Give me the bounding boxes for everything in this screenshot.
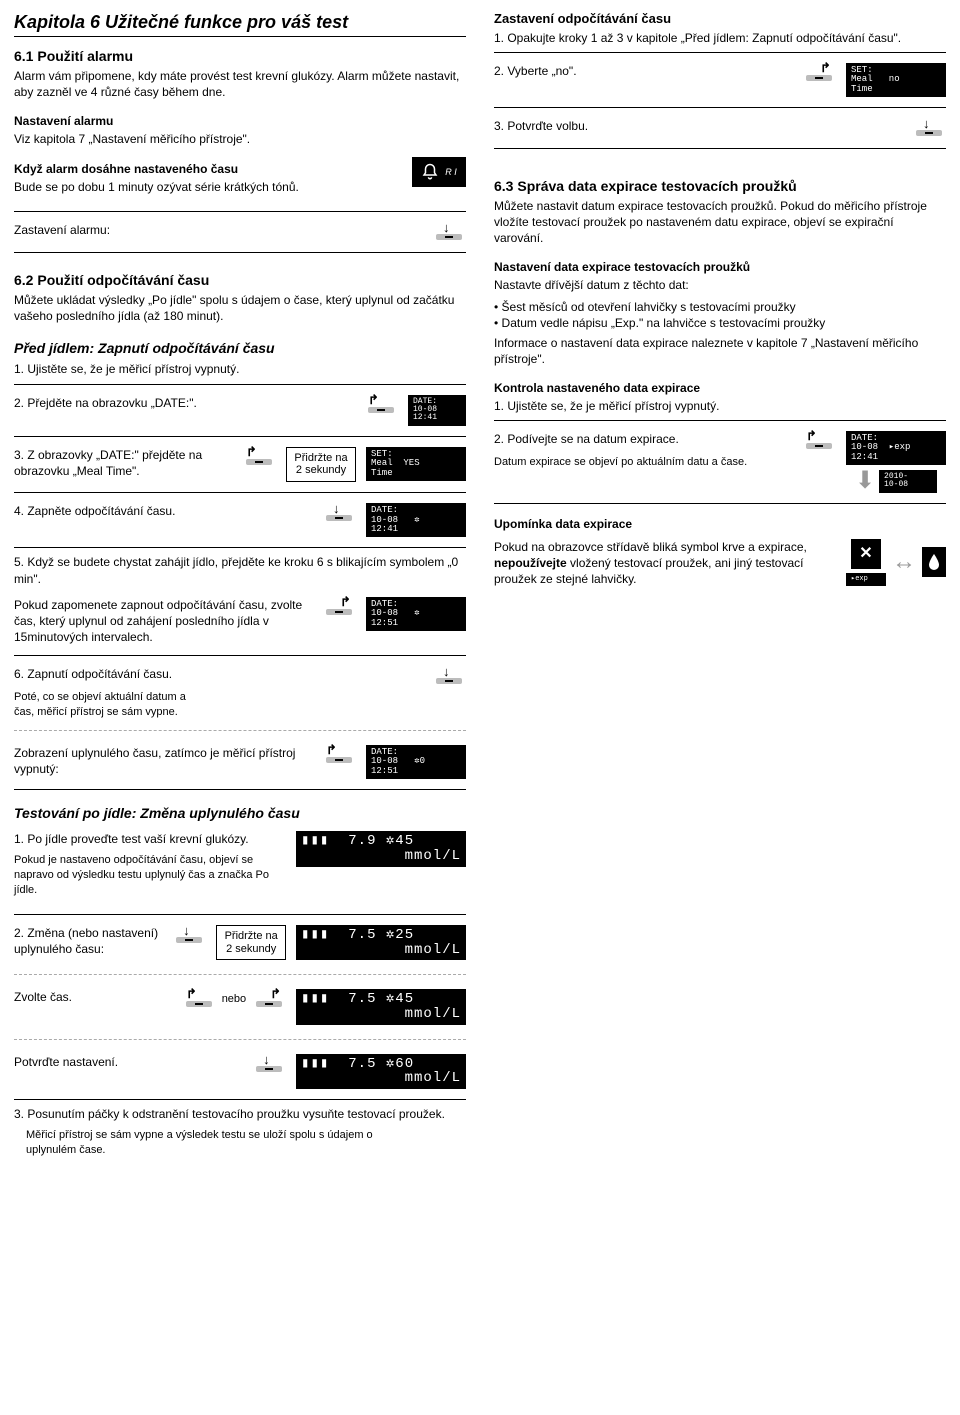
confirm-label: Potvrďte nastavení. <box>14 1054 242 1070</box>
s62-step5-note: Pokud zapomenete zapnout odpočítávání ča… <box>14 597 312 646</box>
lcd-result-75c: ▮▮▮ 7.5 ✲60 mmol/L <box>296 1054 466 1089</box>
slide-left-icon: ↰ <box>802 431 836 451</box>
stop-alarm-label: Zastavení alarmu: <box>14 222 422 238</box>
before-meal-h: Před jídlem: Zapnutí odpočítávání času <box>14 339 466 358</box>
s63-check-h: Kontrola nastaveného data expirace <box>494 380 946 396</box>
slide-left-icon: ↰ <box>242 447 276 467</box>
lcd-exp2: 2010- 10-08 <box>879 470 937 493</box>
s61-when-h: Když alarm dosáhne nastaveného času <box>14 161 402 177</box>
s63-set-b1: • Šest měsíců od otevření lahvičky s tes… <box>494 299 946 315</box>
s62-step2: 2. Přejděte na obrazovku „DATE:". <box>14 395 354 411</box>
arrow-down-icon: ⬇ <box>855 469 875 493</box>
s63-title: 6.3 Správa data expirace testovacích pro… <box>494 177 946 196</box>
lcd-result-75a: ▮▮▮ 7.5 ✲25 mmol/L <box>296 925 466 960</box>
lcd-date-anim: DATE: 10-08 ✲ 12:41 <box>366 503 466 537</box>
s61-intro: Alarm vám připomene, kdy máte provést te… <box>14 68 466 100</box>
lcd-date-51: DATE: 10-08 ✲ 12:51 <box>366 597 466 631</box>
stop-step1: 1. Opakujte kroky 1 až 3 v kapitole „Pře… <box>494 30 946 46</box>
after-step1-note: Pokud je nastaveno odpočítávání času, ob… <box>14 853 286 898</box>
chapter-title: Kapitola 6 Užitečné funkce pro váš test <box>14 10 466 37</box>
s63-set-p2: Informace o nastavení data expirace nale… <box>494 335 946 367</box>
slide-right-icon: ↱ <box>252 989 286 1009</box>
s63-set-b2: • Datum vedle nápisu „Exp." na lahvičce … <box>494 315 946 331</box>
lcd-meal-no: SET: Meal no Time <box>846 63 946 97</box>
blood-drop-icon <box>922 547 946 577</box>
left-column: Kapitola 6 Užitečné funkce pro váš test … <box>14 10 466 1164</box>
after-step2: 2. Změna (nebo nastavení) uplynulého čas… <box>14 925 162 957</box>
remind-text-b: nepoužívejte <box>494 556 567 570</box>
lcd-elapsed: DATE: 10-08 ✲0 12:51 <box>366 745 466 779</box>
s63-set-p1: Nastavte dřívější datum z těchto dat: <box>494 277 946 293</box>
s61-when-p: Bude se po dobu 1 minuty ozývat série kr… <box>14 179 402 195</box>
press-down-icon: ↓ <box>172 925 206 945</box>
s63-check2-note: Datum expirace se objeví po aktuálním da… <box>494 455 792 470</box>
press-down-icon: ↓ <box>252 1054 286 1074</box>
slide-left-icon: ↰ <box>364 395 398 415</box>
s62-intro: Můžete ukládat výsledky „Po jídle" spolu… <box>14 292 466 324</box>
s62-step4: 4. Zapněte odpočítávání času. <box>14 503 312 519</box>
press-down-icon: ↓ <box>322 503 356 523</box>
lcd-result-79: ▮▮▮ 7.9 ✲45 mmol/L <box>296 831 466 866</box>
right-column: Zastavení odpočítávání času 1. Opakujte … <box>494 10 946 1164</box>
remind-text-a: Pokud na obrazovce střídavě bliká symbol… <box>494 540 807 554</box>
choose-time-label: Zvolte čas. <box>14 989 172 1005</box>
lcd-meal-yes: SET: Meal YES Time <box>366 447 466 481</box>
slide-right-icon: ↱ <box>802 63 836 83</box>
press-down-icon: ↓ <box>432 222 466 242</box>
hold-2s-box: Přidržte na 2 sekundy <box>216 925 286 960</box>
s62-title: 6.2 Použití odpočítávání času <box>14 271 466 290</box>
s63-set-h: Nastavení data expirace testovacích prou… <box>494 259 946 275</box>
slide-left-icon: ↰ <box>182 989 216 1009</box>
arrow-swap-icon: ↔ <box>892 550 916 574</box>
s63-remind-h: Upomínka data expirace <box>494 516 946 532</box>
press-down-icon: ↓ <box>432 666 466 686</box>
stop-step3: 3. Potvrďte volbu. <box>494 118 902 134</box>
bell-label: R I <box>445 166 457 178</box>
s62-step5: 5. Když se budete chystat zahájit jídlo,… <box>14 554 466 586</box>
lcd-date: DATE: 10-08 12:41 <box>408 395 466 426</box>
slide-right-icon: ↱ <box>322 597 356 617</box>
or-label: nebo <box>222 992 246 1007</box>
elapsed-label: Zobrazení uplynulého času, zatímco je mě… <box>14 745 312 777</box>
after-step1: 1. Po jídle proveďte test vaší krevní gl… <box>14 832 249 846</box>
s63-intro: Můžete nastavit datum expirace testovací… <box>494 198 946 247</box>
s62-step1: 1. Ujistěte se, že je měřicí přístroj vy… <box>14 361 466 377</box>
s62-step6-note: Poté, co se objeví aktuální datum a čas,… <box>14 690 194 720</box>
s62-step3: 3. Z obrazovky „DATE:" přejděte na obraz… <box>14 447 232 479</box>
s63-check2: 2. Podívejte se na datum expirace. <box>494 432 679 446</box>
stop-step2: 2. Vyberte „no". <box>494 63 792 79</box>
s62-step6: 6. Zapnutí odpočítávání času. <box>14 666 422 682</box>
lcd-result-75b: ▮▮▮ 7.5 ✲45 mmol/L <box>296 989 466 1024</box>
bell-icon: R I <box>412 157 466 187</box>
s61-setup-p: Viz kapitola 7 „Nastavení měřicího příst… <box>14 131 466 147</box>
press-down-icon: ↓ <box>912 118 946 138</box>
lcd-exp1: DATE: 10-08 ▸exp 12:41 <box>846 431 946 465</box>
after-meal-h: Testování po jídle: Změna uplynulého čas… <box>14 804 466 823</box>
after-step3: 3. Posunutím páčky k odstranění testovac… <box>14 1106 466 1122</box>
x-icon: ✕ <box>851 539 881 569</box>
s61-title: 6.1 Použití alarmu <box>14 47 466 66</box>
stop-countdown-h: Zastavení odpočítávání času <box>494 10 946 28</box>
exp-tag: ▸exp <box>846 573 886 586</box>
after-step3-note: Měřicí přístroj se sám vypne a výsledek … <box>26 1128 386 1158</box>
s61-setup-h: Nastavení alarmu <box>14 113 466 129</box>
hold-2s-box: Přidržte na 2 sekundy <box>286 447 356 482</box>
slide-left-icon: ↰ <box>322 745 356 765</box>
s63-check1: 1. Ujistěte se, že je měřicí přístroj vy… <box>494 398 946 414</box>
